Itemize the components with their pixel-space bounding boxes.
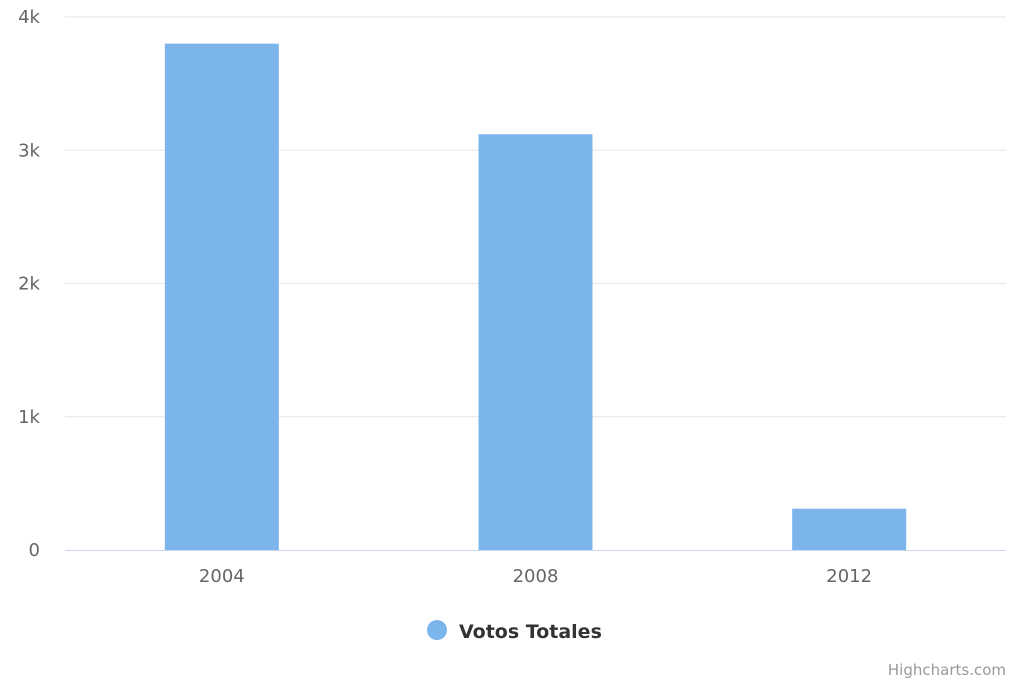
legend-marker-icon[interactable]	[427, 620, 447, 640]
x-tick-label: 2004	[199, 566, 245, 587]
y-tick-label: 2k	[18, 274, 40, 295]
bars	[164, 43, 907, 551]
y-axis-labels: 0 1k 2k 3k 4k	[18, 7, 40, 561]
x-tick-label: 2008	[513, 566, 559, 587]
y-tick-label: 0	[29, 540, 40, 561]
bar-2008[interactable]	[478, 134, 593, 550]
y-tick-label: 4k	[18, 7, 40, 28]
bar-2004[interactable]	[164, 43, 279, 551]
y-tick-label: 3k	[18, 140, 40, 161]
bar-2012[interactable]	[792, 508, 907, 550]
credits-link[interactable]: Highcharts.com	[888, 661, 1006, 679]
y-tick-label: 1k	[18, 407, 40, 428]
x-tick-label: 2012	[826, 566, 872, 587]
legend-label[interactable]: Votos Totales	[459, 621, 602, 643]
legend[interactable]: Votos Totales	[427, 620, 602, 643]
x-axis-labels: 2004 2008 2012	[199, 566, 872, 587]
